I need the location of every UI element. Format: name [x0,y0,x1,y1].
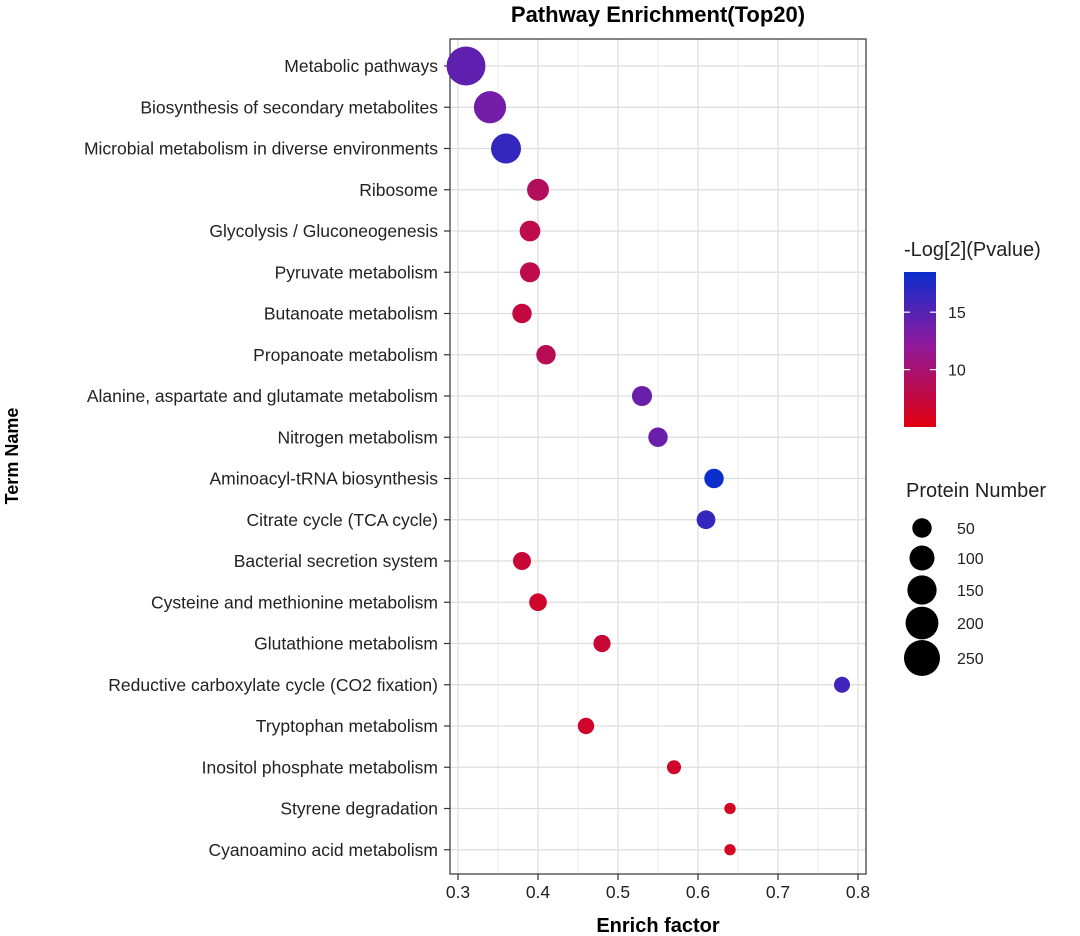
chart-title: Pathway Enrichment(Top20) [511,2,805,27]
y-tick-label: Butanoate metabolism [264,304,438,324]
data-point [529,593,547,612]
color-legend-bar [904,272,936,427]
size-legend-dot [905,606,939,640]
data-point [519,220,541,242]
data-point [833,676,851,693]
size-legend-dot [909,545,935,571]
size-legend-label: 250 [957,651,984,668]
y-tick-label: Glycolysis / Gluconeogenesis [209,221,438,241]
data-point [512,303,532,324]
data-point [473,91,507,124]
y-tick-label: Bacterial secretion system [234,551,438,571]
data-point [446,46,486,86]
y-tick-label: Alanine, aspartate and glutamate metabol… [87,386,438,406]
color-legend-ticks: 10 15 [904,305,966,380]
data-point [631,385,653,407]
plot-border [449,38,867,875]
x-tick-label: 0.6 [686,882,710,902]
y-axis-label: Term Name [2,408,22,505]
size-legend-dot [907,575,937,605]
data-point [704,468,724,489]
color-legend: -Log[2](Pvalue) 10 15 [904,239,1041,427]
y-tick-label: Citrate cycle (TCA cycle) [246,510,438,530]
y-tick-label: Inositol phosphate metabolism [202,757,438,777]
x-tick-label: 0.8 [846,882,870,902]
y-tick-label: Cysteine and methionine metabolism [151,592,438,612]
x-axis-label: Enrich factor [596,915,720,936]
data-point [648,427,668,447]
y-tick-label: Metabolic pathways [284,56,438,76]
y-tick-label: Reductive carboxylate cycle (CO2 fixatio… [108,675,438,695]
plot-area: Metabolic pathways Biosynthesis of second… [84,38,870,902]
y-tick-label: Biosynthesis of secondary metabolites [140,97,438,117]
grid-lines [450,39,866,874]
data-point [724,844,736,856]
x-axis: 0.3 0.4 0.5 0.6 0.7 0.8 [446,874,870,902]
y-tick-label: Pyruvate metabolism [275,262,438,282]
data-point [696,510,716,530]
data-point [512,551,532,571]
y-tick-label: Propanoate metabolism [253,345,438,365]
data-point [527,178,549,201]
data-point [666,760,682,775]
y-tick-label: Ribosome [359,180,438,200]
data-points [446,46,851,856]
size-legend-label: 200 [957,616,984,633]
size-legend-title: Protein Number [906,480,1046,502]
y-tick-label: Tryptophan metabolism [256,716,438,736]
size-legend-dot [903,639,941,677]
color-legend-tick-label: 15 [948,305,966,322]
y-tick-label: Styrene degradation [280,799,438,819]
data-point [577,717,595,735]
size-legend: Protein Number 50 100 150 200 250 [903,480,1046,677]
data-point [519,262,541,283]
data-point [490,133,522,164]
y-tick-label: Microbial metabolism in diverse environm… [84,139,438,159]
y-axis: Metabolic pathways Biosynthesis of second… [84,56,450,860]
color-legend-tick-label: 10 [948,363,966,380]
size-legend-dot [912,518,932,538]
x-tick-label: 0.7 [766,882,790,902]
size-legend-label: 50 [957,521,975,538]
data-point [724,802,736,815]
x-tick-label: 0.5 [606,882,630,902]
y-tick-label: Cyanoamino acid metabolism [208,840,438,860]
y-tick-label: Nitrogen metabolism [278,427,438,447]
data-point [593,634,611,653]
y-tick-label: Aminoacyl-tRNA biosynthesis [209,469,438,489]
y-tick-label: Glutathione metabolism [254,634,438,654]
x-tick-label: 0.3 [446,882,470,902]
data-point [536,345,556,365]
x-tick-label: 0.4 [526,882,551,902]
size-legend-label: 100 [957,551,984,568]
size-legend-label: 150 [957,583,984,600]
size-legend-items: 50 100 150 200 250 [903,518,984,677]
color-legend-title: -Log[2](Pvalue) [904,239,1041,261]
